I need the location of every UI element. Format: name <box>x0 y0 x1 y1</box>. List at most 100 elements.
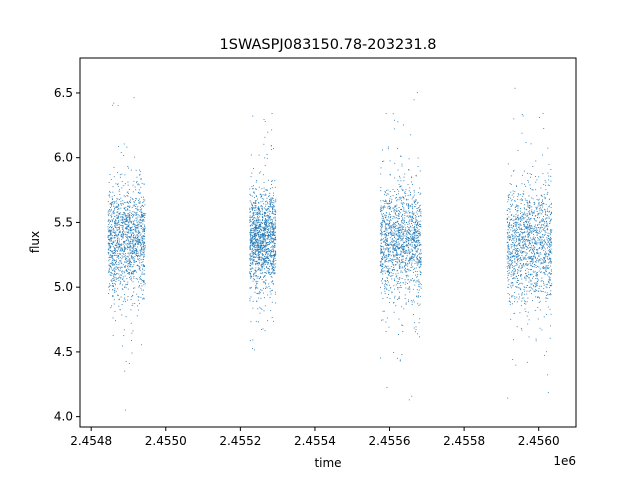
data-point <box>274 236 276 238</box>
data-point <box>265 243 267 244</box>
data-point <box>274 272 276 274</box>
data-point <box>528 286 530 288</box>
data-point <box>256 221 258 223</box>
data-point <box>394 250 396 252</box>
data-point <box>275 250 276 252</box>
data-point <box>386 270 388 272</box>
data-point <box>411 204 413 206</box>
data-point <box>401 259 403 261</box>
data-point <box>384 234 386 236</box>
data-point <box>550 238 552 239</box>
data-point <box>416 276 418 278</box>
data-point <box>380 240 382 241</box>
data-point <box>413 327 415 329</box>
data-point <box>404 252 406 254</box>
data-point <box>249 193 251 195</box>
data-point <box>120 152 122 154</box>
data-point <box>400 270 402 272</box>
data-point <box>260 307 262 309</box>
data-point <box>514 200 516 202</box>
data-point <box>513 313 515 315</box>
data-point <box>409 244 411 246</box>
data-point <box>386 277 388 279</box>
data-point <box>406 237 408 239</box>
data-point <box>273 147 275 149</box>
data-point <box>414 235 416 237</box>
data-point <box>416 220 418 222</box>
data-point <box>403 207 405 209</box>
data-point <box>141 246 142 248</box>
data-point <box>542 220 544 222</box>
data-point <box>273 266 274 268</box>
data-point <box>261 207 263 209</box>
data-point <box>511 260 513 262</box>
data-point <box>384 221 386 223</box>
data-point <box>250 229 252 231</box>
data-point <box>136 271 137 273</box>
data-point <box>383 205 385 207</box>
data-point <box>413 239 414 241</box>
data-point <box>409 230 411 231</box>
data-point <box>415 246 417 248</box>
data-point <box>257 219 259 221</box>
data-point <box>254 237 256 239</box>
data-point <box>380 238 382 240</box>
data-point <box>380 207 382 209</box>
data-point <box>116 261 117 262</box>
data-point <box>381 239 383 241</box>
data-point <box>124 258 126 260</box>
data-point <box>541 204 543 206</box>
data-point <box>398 236 400 238</box>
data-point <box>541 239 543 241</box>
data-point <box>129 277 130 278</box>
data-point <box>271 265 273 267</box>
data-point <box>384 203 386 205</box>
data-point <box>402 233 404 235</box>
data-point <box>515 286 517 288</box>
data-point <box>410 194 411 196</box>
data-point <box>269 199 271 200</box>
data-point <box>115 273 117 275</box>
data-point <box>264 305 266 307</box>
data-point <box>260 245 262 247</box>
data-point <box>384 239 386 241</box>
data-point <box>133 247 135 249</box>
data-point <box>111 264 113 266</box>
data-point <box>122 256 124 258</box>
data-point <box>122 218 124 220</box>
data-point <box>258 250 260 252</box>
data-point <box>255 211 257 213</box>
data-point <box>382 266 383 267</box>
data-point <box>536 231 537 233</box>
data-point <box>264 297 265 299</box>
data-point <box>542 173 544 175</box>
data-point <box>121 247 123 249</box>
data-point <box>272 263 274 265</box>
data-point <box>272 197 274 199</box>
data-point <box>406 251 408 253</box>
data-point <box>404 283 406 285</box>
data-point <box>255 285 257 287</box>
data-point <box>134 250 136 252</box>
data-point <box>255 267 257 269</box>
data-point <box>403 231 405 232</box>
data-point <box>120 282 122 284</box>
data-point <box>541 329 543 331</box>
data-point <box>418 322 420 324</box>
data-point <box>507 225 509 227</box>
data-point <box>125 220 127 222</box>
data-point <box>542 236 544 238</box>
data-point <box>263 215 265 217</box>
data-point <box>254 244 255 246</box>
data-point <box>408 288 410 290</box>
data-point <box>126 243 128 244</box>
data-point <box>253 227 255 229</box>
data-point <box>120 267 122 269</box>
data-point <box>269 213 271 215</box>
data-point <box>120 207 122 209</box>
data-point <box>110 210 112 212</box>
data-point <box>385 267 387 269</box>
data-point <box>124 208 126 210</box>
data-point <box>114 235 116 236</box>
data-point <box>121 224 123 226</box>
